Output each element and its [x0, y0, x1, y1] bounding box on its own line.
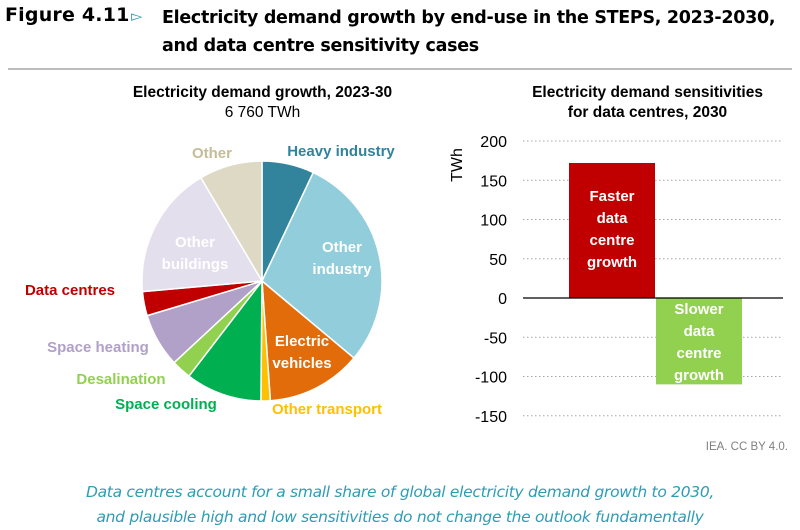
- figure-title-line2: and data centre sensitivity cases: [162, 36, 479, 56]
- credit-text: IEA. CC BY 4.0.: [705, 441, 788, 453]
- bar-label-faster-data-centre-growth: Faster data centre growth: [587, 188, 637, 271]
- pie-label-other-transport: Other transport: [272, 401, 382, 418]
- pie-chart-title: Electricity demand growth, 2023-30: [132, 84, 393, 101]
- y-axis-label: TWh: [449, 148, 466, 182]
- takeaway-text: Data centres account for a small share o…: [0, 480, 800, 530]
- figure-title: Electricity demand growth by end-use in …: [162, 4, 782, 60]
- y-tick-label: -100: [475, 370, 507, 387]
- pie-slice-other: [199, 160, 263, 284]
- bar-label-slower-data-centre-growth: Slower data centre growth: [674, 301, 724, 384]
- pie-label-data-centres: Data centres: [25, 282, 115, 299]
- pie-slice-space-cooling: [187, 278, 263, 402]
- header-divider: [8, 68, 792, 70]
- bar-chart-title-line2: for data centres, 2030: [567, 104, 728, 121]
- y-tick-label: -50: [484, 330, 507, 347]
- takeaway-line1: Data centres account for a small share o…: [85, 483, 715, 501]
- y-tick-label: 200: [480, 134, 507, 151]
- bar-slower-data-centre-growth: [656, 298, 742, 385]
- y-tick-label: 0: [498, 291, 507, 308]
- y-tick-label: 50: [489, 252, 507, 269]
- pie-label-space-heating: Space heating: [47, 339, 149, 356]
- bar-chart-title: Electricity demand sensitivities for dat…: [500, 83, 795, 123]
- takeaway-line2: and plausible high and low sensitivities…: [96, 508, 704, 526]
- pie-label-other: Other: [192, 145, 232, 162]
- pie-label-electric-vehicles: Electric vehicles: [272, 333, 331, 372]
- bar-faster-data-centre-growth: [569, 162, 655, 298]
- figure-arrow-icon: ▻: [131, 7, 143, 25]
- figure-title-line1: Electricity demand growth by end-use in …: [162, 8, 776, 28]
- bar-chart-title-line1: Electricity demand sensitivities: [532, 84, 763, 101]
- pie-slice-electric-vehicles: [261, 279, 356, 402]
- figure-number: Figure 4.11: [5, 4, 130, 26]
- pie-label-desalination: Desalination: [76, 371, 165, 388]
- y-tick-label: 150: [480, 173, 507, 190]
- y-tick-label: 100: [480, 213, 507, 230]
- pie-slice-other-buildings: [141, 176, 264, 293]
- pie-label-space-cooling: Space cooling: [115, 396, 217, 413]
- y-tick-label: -150: [475, 409, 507, 426]
- pie-label-heavy-industry: Heavy industry: [287, 143, 395, 160]
- pie-label-other-industry: Other industry: [312, 239, 372, 278]
- pie-slice-other-industry: [261, 171, 383, 360]
- pie-chart-subtitle: 6 760 TWh: [224, 104, 301, 121]
- pie-chart: Heavy industry Other industry Electric vehic…: [25, 143, 395, 418]
- bar-chart: 200 150 100 50 0 -50 -100 -150 TWh Faster data cent…: [449, 134, 783, 426]
- pie-label-other-buildings: Other buildings: [162, 234, 229, 273]
